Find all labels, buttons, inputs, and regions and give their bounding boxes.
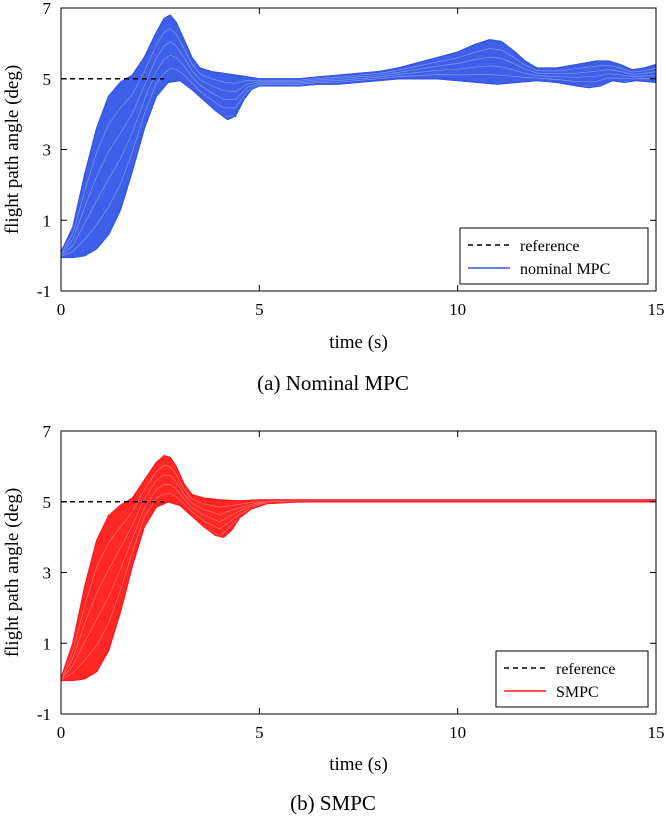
x-tick-label: 15 [648, 300, 665, 319]
y-tick-label: 5 [43, 70, 52, 89]
trajectory-strand [61, 484, 656, 680]
figure-caption: (a) Nominal MPC [257, 371, 409, 395]
y-tick-label: 3 [43, 564, 52, 583]
x-tick-label: 0 [57, 300, 66, 319]
plot-content [61, 455, 656, 682]
legend: reference SMPC [495, 650, 649, 708]
x-tick-label: 10 [449, 300, 466, 319]
y-tick-label: 7 [43, 0, 52, 18]
y-axis-label: flight path angle (deg) [2, 488, 23, 657]
y-tick-label: 5 [43, 493, 52, 512]
chart-panel-1: 0 5 10 15 -1 1 3 5 7 time (s) flight path angle (d… [2, 0, 665, 395]
x-tick-label: 5 [255, 300, 264, 319]
series-lower-edge [61, 78, 656, 259]
y-tick-label: 1 [43, 211, 52, 230]
trajectory-strand [61, 28, 656, 254]
series-upper-edge [61, 14, 656, 253]
y-tick-label: -1 [37, 282, 51, 301]
y-tick-label: -1 [37, 705, 51, 724]
trajectory-strand [61, 68, 656, 257]
legend-box [495, 650, 649, 708]
trajectory-strand [61, 54, 656, 256]
x-axis-label: time (s) [329, 332, 388, 353]
chart-panel-2: 0 5 10 15 -1 1 3 5 7 time (s) flight path angle (d… [2, 422, 665, 815]
legend-reference-label: reference [520, 238, 580, 255]
x-tick-label: 0 [57, 723, 66, 742]
legend-reference-label: reference [556, 661, 616, 678]
trajectory-strand [61, 41, 656, 255]
x-tick-label: 15 [648, 723, 665, 742]
y-tick-label: 3 [43, 141, 52, 160]
figure-caption: (b) SMPC [290, 791, 376, 815]
x-axis-label: time (s) [329, 754, 388, 775]
series-lower-edge [61, 501, 656, 682]
legend-box [459, 227, 649, 285]
legend-series-label: SMPC [556, 684, 599, 701]
legend-series-label: nominal MPC [520, 261, 610, 278]
x-tick-label: 10 [449, 723, 466, 742]
plot-content [61, 14, 656, 259]
legend: reference nominal MPC [459, 227, 649, 285]
y-tick-label: 7 [43, 422, 52, 441]
series-upper-edge [61, 455, 656, 679]
y-tick-label: 1 [43, 634, 52, 653]
x-tick-label: 5 [255, 723, 264, 742]
y-axis-label: flight path angle (deg) [2, 65, 23, 234]
